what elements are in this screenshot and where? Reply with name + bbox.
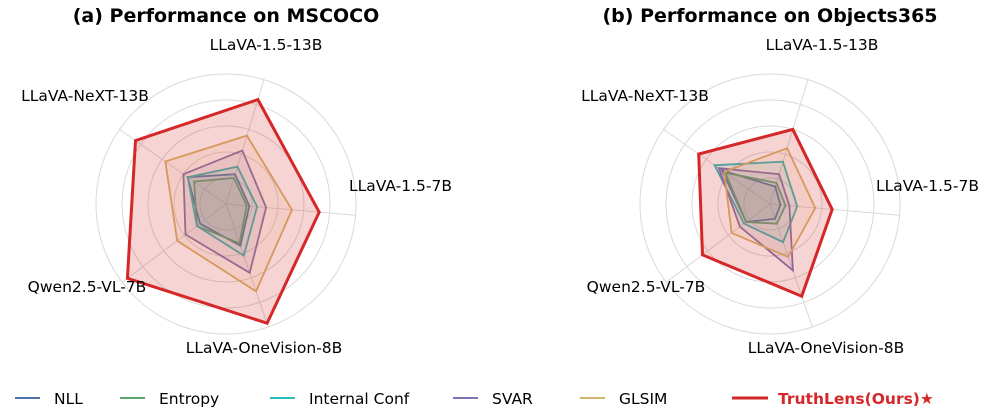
grid-ring (147, 125, 305, 283)
axis-label-llava-1-5-7b: LLaVA-1.5-7B (349, 177, 452, 195)
series-nll-objects365 (720, 168, 782, 223)
grid-ring (717, 151, 823, 257)
legend-label-truthlens-ours: TruthLens(Ours)★ (778, 390, 934, 408)
axis-label-llava-onevision-8b: LLaVA-OneVision-8B (748, 339, 905, 357)
radar-chart-mscoco: (a) Performance on MSCOCO LLaVA-1.5-7BLL… (21, 5, 452, 357)
grid-spoke-llava-next-13b (663, 128, 771, 205)
grid-spoke-qwen2-5-vl-7b (121, 203, 227, 283)
radar-axis-labels-objects365: LLaVA-1.5-7B LLaVA-1.5-13B LLaVA-NeXT-13B Q… (581, 36, 979, 357)
axis-label-llava-next-13b: LLaVA-NeXT-13B (581, 87, 709, 105)
series-truthlens-ours-objects365 (697, 127, 834, 299)
legend-label-internal-conf: Internal Conf (309, 390, 410, 408)
grid-spoke-qwen2-5-vl-7b (665, 203, 771, 283)
legend-label-glsim: GLSIM (619, 390, 667, 408)
series-glsim-objects365 (723, 146, 817, 259)
radar-series-mscoco (125, 97, 321, 326)
grid-spoke-llava-1-5-7b (769, 203, 900, 216)
series-entropy-objects365 (723, 171, 787, 225)
grid-ring (639, 73, 901, 335)
radar-series-objects365 (697, 127, 834, 299)
legend-label-entropy: Entropy (159, 390, 219, 408)
grid-ring (95, 73, 357, 335)
series-internal-conf-mscoco (186, 165, 259, 258)
legend: NLL Entropy Internal Conf SVAR GLSIM TruthLen… (15, 390, 934, 408)
chart-title-mscoco: (a) Performance on MSCOCO (73, 5, 380, 27)
axis-label-llava-1-5-13b: LLaVA-1.5-13B (210, 36, 323, 54)
axis-label-llava-onevision-8b: LLaVA-OneVision-8B (186, 339, 343, 357)
radar-chart-objects365: (b) Performance on Objects365 LLaVA-1.5-… (581, 5, 979, 357)
radar-axis-labels-mscoco: LLaVA-1.5-7B LLaVA-1.5-13B LLaVA-NeXT-13B Q… (21, 36, 452, 357)
series-internal-conf-objects365 (713, 160, 799, 244)
grid-spoke-llava-onevision-8b (225, 203, 269, 328)
series-entropy-mscoco (193, 176, 248, 245)
series-nll-mscoco (186, 173, 251, 248)
axis-label-qwen2-5-vl-7b: Qwen2.5-VL-7B (587, 278, 706, 296)
series-truthlens-ours-mscoco (125, 97, 321, 326)
series-svar-mscoco (182, 149, 268, 275)
series-svar-objects365 (717, 167, 794, 273)
series-glsim-mscoco (164, 134, 294, 293)
legend-label-nll: NLL (54, 390, 83, 408)
grid-ring (173, 151, 279, 257)
grid-ring (665, 99, 875, 309)
radar-grid-mscoco (95, 73, 357, 335)
grid-ring (121, 99, 331, 309)
axis-label-llava-1-5-7b: LLaVA-1.5-7B (876, 177, 979, 195)
chart-title-objects365: (b) Performance on Objects365 (602, 5, 937, 27)
axis-label-llava-next-13b: LLaVA-NeXT-13B (21, 87, 149, 105)
grid-spoke-llava-next-13b (119, 128, 227, 205)
axis-label-llava-1-5-13b: LLaVA-1.5-13B (766, 36, 879, 54)
legend-label-svar: SVAR (492, 390, 533, 408)
axis-label-qwen2-5-vl-7b: Qwen2.5-VL-7B (28, 278, 147, 296)
